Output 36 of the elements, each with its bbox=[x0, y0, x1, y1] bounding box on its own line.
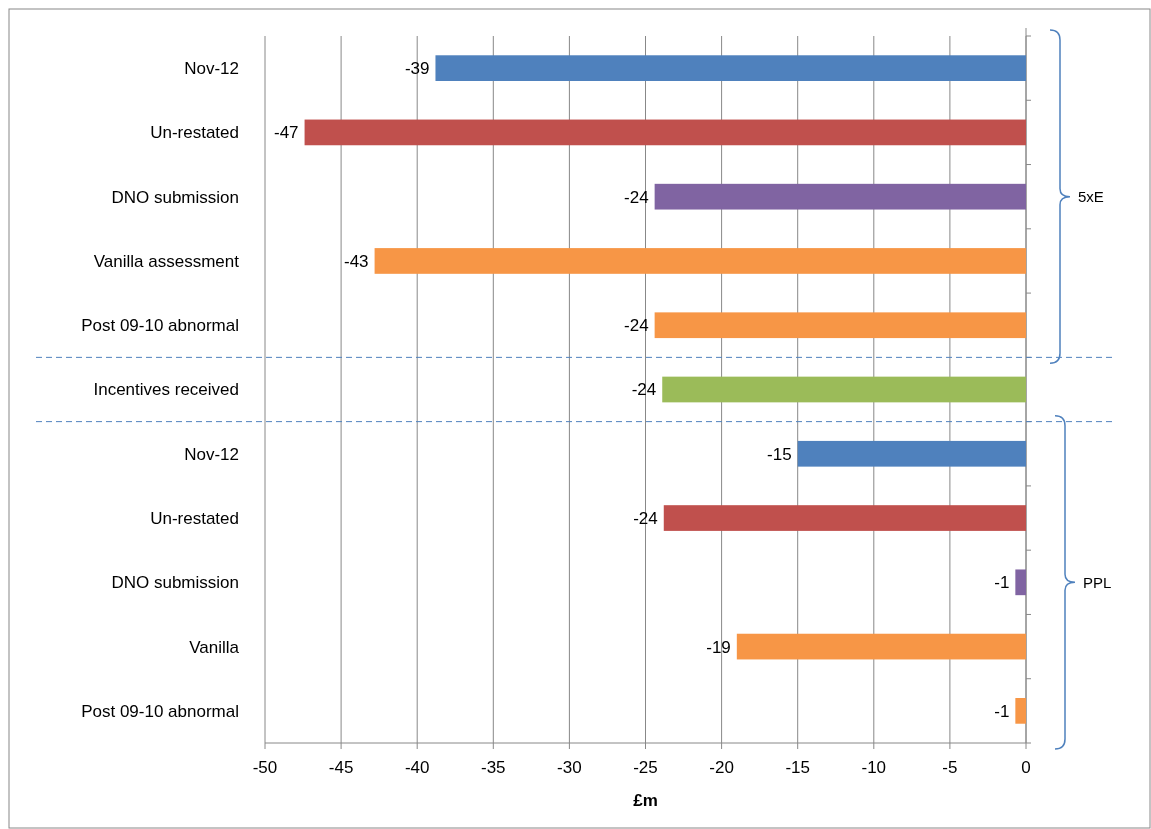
x-tick-label: -15 bbox=[785, 758, 810, 777]
x-tick-label: -5 bbox=[942, 758, 958, 777]
x-axis-title: £m bbox=[633, 791, 658, 810]
data-label: -19 bbox=[706, 637, 731, 657]
y-tick-label: DNO submission bbox=[111, 187, 239, 207]
text: PPL bbox=[1083, 573, 1112, 591]
data-label: -47 bbox=[273, 123, 299, 143]
y-tick-label: Incentives received bbox=[93, 380, 239, 400]
data-label: -15 bbox=[767, 444, 792, 464]
y-tick-label: Vanilla assessment bbox=[93, 251, 240, 271]
data-label: -24 bbox=[631, 380, 657, 400]
data-label: -1 bbox=[994, 701, 1010, 721]
data-label: -24 bbox=[624, 187, 649, 207]
y-tick-label: Un-restated bbox=[150, 123, 239, 143]
x-tick-label: -30 bbox=[557, 758, 582, 777]
data-label: -39 bbox=[404, 59, 430, 79]
x-tick-label: -25 bbox=[633, 758, 658, 777]
x-tick-label: -40 bbox=[404, 758, 430, 777]
y-tick-label: Vanilla bbox=[189, 637, 240, 657]
y-tick-label: Un-restated bbox=[150, 509, 239, 528]
x-tick-label: -35 bbox=[481, 758, 506, 777]
data-label: -1 bbox=[994, 573, 1010, 593]
y-tick-label: Nov-12 bbox=[184, 444, 239, 464]
x-tick-label: -45 bbox=[328, 758, 354, 777]
data-label: -43 bbox=[344, 251, 369, 271]
x-tick-label: -10 bbox=[861, 758, 887, 777]
text: 5xE bbox=[1078, 187, 1104, 205]
x-tick-label: 0 bbox=[1021, 758, 1031, 777]
data-label: -24 bbox=[633, 509, 658, 528]
y-tick-label: Post 09-10 abnormal bbox=[81, 316, 239, 336]
y-tick-label: Nov-12 bbox=[184, 59, 239, 79]
y-tick-label: DNO submission bbox=[111, 573, 239, 593]
y-tick-label: Post 09-10 abnormal bbox=[81, 701, 239, 721]
x-tick-label: -50 bbox=[252, 758, 278, 777]
data-label: -24 bbox=[624, 316, 649, 336]
x-tick-label: -20 bbox=[709, 758, 734, 777]
